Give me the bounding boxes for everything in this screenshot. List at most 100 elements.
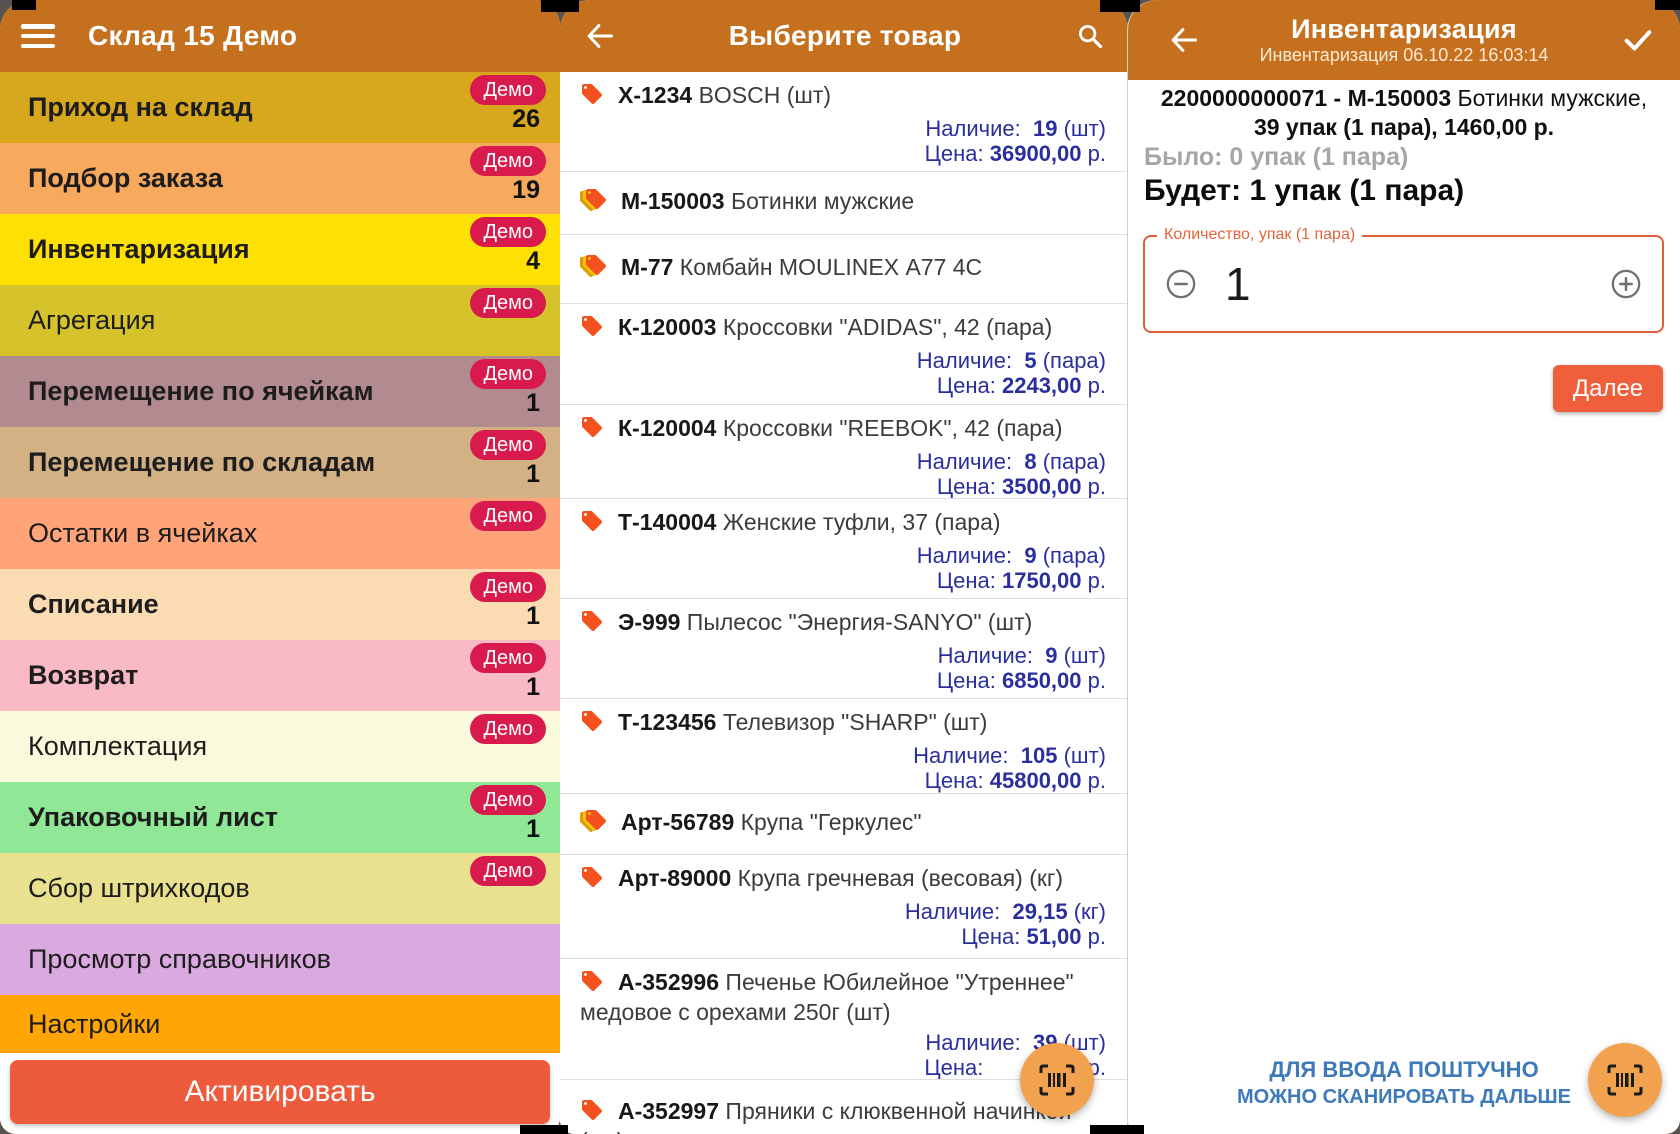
product-row[interactable]: К-120004 Кроссовки "REEBOK", 42 (пара) Н… [560,405,1128,499]
app-title: Склад 15 Демо [88,20,298,51]
search-button[interactable] [1066,12,1114,60]
screen-notch [520,1125,568,1134]
product-name: BOSCH (шт) [698,82,832,108]
menu-item-label: Настройки [28,1008,161,1039]
doc-count: 1 [526,602,540,630]
demo-badge: Демо [470,359,546,389]
product-code: Т-140004 [618,509,717,535]
price-line: Цена: 36900,00 р. [924,141,1106,166]
menu-item-agregaciya[interactable]: Агрегация Демо [0,285,560,356]
quantity-field[interactable]: Количество, упак (1 пара) 1 [1143,226,1664,333]
quantity-input[interactable]: 1 [1225,258,1251,310]
availability-line: Наличие: 9 (шт) [937,643,1106,668]
tag-icon [580,314,604,344]
product-row[interactable]: Т-123456 Телевизор "SHARP" (шт) Наличие:… [560,699,1128,794]
product-name: Пылесос "Энергия-SANYO" (шт) [686,609,1033,635]
menu-item-prosmotr-spravochnikov[interactable]: Просмотр справочников [0,924,560,995]
price-line: Цена: 6850,00 р. [936,668,1106,693]
doc-count: 1 [526,673,540,701]
doc-count: 1 [526,815,540,843]
menu-item-inventarizaciya[interactable]: Инвентаризация Демо 4 [0,214,560,285]
hamburger-menu-button[interactable] [14,12,62,60]
back-button[interactable] [1160,16,1208,64]
back-button[interactable] [576,12,624,60]
menu-item-ostatki[interactable]: Остатки в ячейках Демо [0,498,560,569]
demo-badge: Демо [470,288,546,318]
barcode-scan-fab[interactable] [1588,1043,1662,1117]
activate-button[interactable]: Активировать [10,1060,550,1124]
menu-item-peremeshchenie-yacheyki[interactable]: Перемещение по ячейкам Демо 1 [0,356,560,427]
menu-item-label: Списание [28,589,159,619]
menu-item-komplektaciya[interactable]: Комплектация Демо [0,711,560,782]
availability-line: Наличие: 39 (шт) [925,1030,1106,1055]
tag-icon [580,709,604,739]
demo-badge: Демо [470,714,546,744]
menu-list: Приход на склад Демо 26 Подбор заказа Де… [0,72,560,1053]
barcode-scan-icon [1039,1064,1075,1096]
menu-item-upakovochny-list[interactable]: Упаковочный лист Демо 1 [0,782,560,853]
increment-button[interactable] [1608,266,1644,302]
plus-circle-icon [1611,269,1641,299]
multi-tag-icon [580,254,607,284]
demo-badge: Демо [470,785,546,815]
product-code: Т-123456 [618,709,717,735]
product-appbar: Выберите товар [560,0,1128,72]
will-quantity-line: Будет: 1 упак (1 пара) [1144,174,1465,207]
demo-badge: Демо [470,75,546,105]
product-row[interactable]: Э-999 Пылесос "Энергия-SANYO" (шт) Налич… [560,599,1128,699]
decrement-button[interactable] [1163,266,1199,302]
demo-badge: Демо [470,501,546,531]
product-name: Кроссовки "REEBOK", 42 (пара) [722,415,1063,441]
product-row[interactable]: Арт-56789 Крупа "Геркулес" [560,794,1128,855]
product-row[interactable]: А-352997 Пряники с клюквенной начинкой (… [560,1080,1128,1134]
tag-icon [580,609,604,639]
availability-line: Наличие: 8 (пара) [916,449,1106,474]
menu-item-label: Перемещение по складам [28,447,376,477]
confirm-button[interactable] [1614,16,1662,64]
product-row[interactable]: Т-140004 Женские туфли, 37 (пара) Наличи… [560,499,1128,599]
product-row[interactable]: М-150003 Ботинки мужские [560,172,1128,235]
price-line: Цена: 51,00 р. [961,924,1106,949]
menu-item-label: Сбор штрихкодов [28,873,250,903]
product-code: А-352996 [618,969,720,995]
availability-line: Наличие: 105 (шт) [913,743,1106,768]
next-button[interactable]: Далее [1553,365,1663,412]
menu-item-sbor-shtrihkodov[interactable]: Сбор штрихкодов Демо [0,853,560,924]
product-row[interactable]: А-352996 Печенье Юбилейное "Утреннее" ме… [560,959,1128,1080]
menu-item-label: Подбор заказа [28,163,223,193]
menu-item-spisanie[interactable]: Списание Демо 1 [0,569,560,640]
product-row[interactable]: К-120003 Кроссовки "ADIDAS", 42 (пара) Н… [560,304,1128,405]
menu-item-podbor[interactable]: Подбор заказа Демо 19 [0,143,560,214]
product-picker-screen: Выберите товар X-1234 BOSCH (шт) Наличие… [560,0,1128,1134]
product-row[interactable]: X-1234 BOSCH (шт) Наличие: 19 (шт) Цена:… [560,72,1128,172]
product-code: Э-999 [618,609,681,635]
product-code: Арт-56789 [621,809,735,835]
menu-item-label: Перемещение по ячейкам [28,376,374,406]
menu-item-nastroyki[interactable]: Настройки [0,995,560,1053]
product-name: Кроссовки "ADIDAS", 42 (пара) [722,314,1053,340]
menu-item-label: Агрегация [28,305,156,335]
menu-screen: Склад 15 Демо Приход на склад Демо 26 По… [0,0,560,1134]
product-name: Женские туфли, 37 (пара) [722,509,1001,535]
menu-item-vozvrat[interactable]: Возврат Демо 1 [0,640,560,711]
search-icon [1079,25,1103,49]
demo-badge: Демо [470,856,546,886]
doc-count: 26 [512,105,540,133]
screen-notch [1090,1125,1144,1134]
product-name: Пряники с клюквенной начинкой (шт) [580,1098,1072,1134]
menu-item-label: Приход на склад [28,92,253,122]
menu-item-label: Упаковочный лист [28,802,278,832]
doc-count: 19 [512,176,540,204]
menu-item-peremeshchenie-sklady[interactable]: Перемещение по складам Демо 1 [0,427,560,498]
product-name: Крупа гречневая (весовая) (кг) [737,865,1063,891]
menu-item-prihod[interactable]: Приход на склад Демо 26 [0,72,560,143]
product-code: М-77 [621,254,674,280]
screen-notch [541,0,579,12]
barcode-scan-fab[interactable] [1020,1043,1094,1117]
menu-item-label: Просмотр справочников [28,944,331,974]
product-row[interactable]: М-77 Комбайн MOULINEX А77 4С [560,235,1128,304]
product-row[interactable]: Арт-89000 Крупа гречневая (весовая) (кг)… [560,855,1128,959]
availability-line: Наличие: 9 (пара) [916,543,1106,568]
price-line: Цена: 2243,00 р. [936,373,1106,398]
